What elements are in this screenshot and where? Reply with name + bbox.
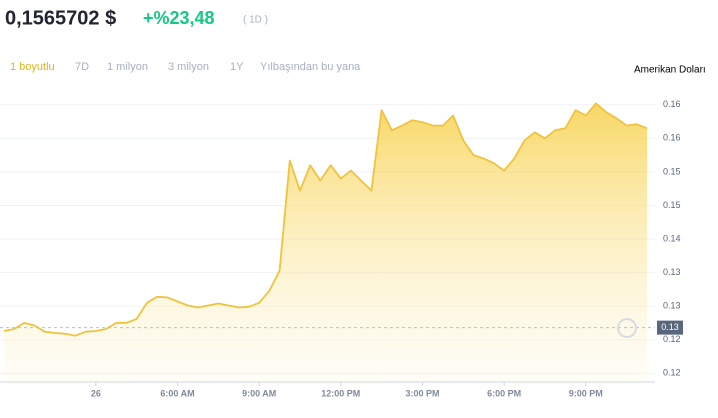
x-tick-label: 3:00 PM: [405, 388, 439, 398]
price-line: [3, 102, 648, 337]
x-tick-label: 6:00 AM: [160, 388, 194, 398]
price: 0,1565702 $: [5, 7, 116, 29]
tab[interactable]: 1 boyutlu: [10, 61, 55, 73]
y-tick-label: 0.15: [663, 166, 681, 176]
y-tick-label: 0.16: [663, 99, 681, 109]
price-change: +%23,48: [143, 8, 215, 28]
tab[interactable]: 3 milyon: [168, 61, 209, 73]
period: ( 1D ): [243, 15, 268, 26]
x-tick-label: 9:00 AM: [242, 388, 276, 398]
y-tick-label: 0.13: [663, 267, 681, 277]
tabs: 1 boyutlu 7D 1 milyon 3 milyon 1Y Yılbaşından…: [10, 61, 361, 73]
y-tick-label: 0.14: [663, 233, 681, 243]
tab[interactable]: 1 milyon: [107, 61, 148, 73]
x-tick-label: 26: [91, 388, 101, 398]
x-tick-label: 6:00 PM: [487, 388, 521, 398]
y-tick-label: 0.12: [663, 334, 681, 344]
open-price-label: 0.13: [661, 322, 679, 332]
y-tick-label: 0.15: [663, 200, 681, 210]
open-price-badge: [657, 320, 683, 335]
x-tick-label: 9:00 PM: [569, 388, 603, 398]
tab[interactable]: Yılbaşından bu yana: [260, 61, 361, 73]
tab[interactable]: 7D: [75, 61, 89, 73]
area-fill: [4, 103, 647, 383]
y-tick-label: 0.12: [663, 368, 681, 378]
y-tick-label: 0.13: [663, 301, 681, 311]
plot: 0.13: [0, 102, 683, 383]
tab[interactable]: 1Y: [230, 61, 244, 73]
watermark: [617, 318, 637, 338]
x-tick-label: 12:00 PM: [321, 388, 360, 398]
y-axis-label: Amerikan Doları: [634, 65, 706, 76]
y-tick-label: 0.16: [663, 133, 681, 143]
